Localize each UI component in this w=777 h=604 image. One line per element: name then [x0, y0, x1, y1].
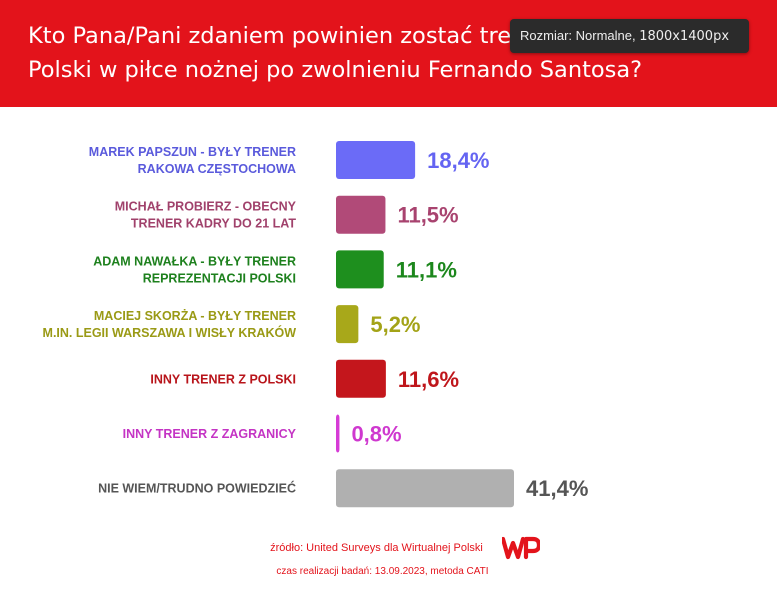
value-label-1: 18,4%	[427, 148, 489, 173]
category-label-3-line-2: REPREZENTACJI POLSKI	[143, 271, 296, 285]
category-label-1-line-1: MAREK PAPSZUN - BYŁY TRENER	[89, 145, 296, 159]
bar-5	[336, 359, 386, 398]
bar-7	[336, 469, 514, 508]
tooltip-label: Rozmiar: Normalne,	[520, 28, 640, 43]
value-label-6: 0,8%	[351, 422, 401, 447]
bar-6	[336, 414, 340, 453]
bar-1	[336, 141, 416, 179]
category-label-7-line-1: NIE WIEM/TRUDNO POWIEDZIEĆ	[98, 481, 296, 496]
chart-title-line-2: Polski w piłce nożnej po zwolnieniu Fern…	[28, 57, 643, 83]
category-label-2-line-2: TRENER KADRY DO 21 LAT	[131, 217, 296, 231]
value-label-3: 11,1%	[396, 257, 457, 282]
value-label-2: 11,5%	[397, 203, 458, 228]
category-label-2-line-1: MICHAŁ PROBIERZ - OBECNY	[115, 200, 297, 214]
category-label-4-line-2: M.IN. LEGII WARSZAWA I WISŁY KRAKÓW	[43, 325, 297, 340]
wp-logo-text: WP	[502, 536, 504, 537]
value-label-4: 5,2%	[370, 312, 420, 337]
bar-4	[336, 305, 359, 344]
category-label-4-line-1: MACIEJ SKORŻA - BYŁY TRENER	[94, 308, 296, 323]
category-label-3-line-1: ADAM NAWAŁKA - BYŁY TRENER	[93, 254, 296, 268]
category-label-1-line-2: RAKOWA CZĘSTOCHOWA	[138, 162, 296, 176]
tooltip-value: 1800x1400px	[639, 29, 730, 44]
category-label-6-line-1: INNY TRENER Z ZAGRANICY	[123, 427, 297, 441]
source-note: źródło: United Surveys dla Wirtualnej Po…	[270, 542, 483, 554]
value-label-5: 11,6%	[398, 367, 459, 392]
survey-date-note: czas realizacji badań: 13.09.2023, metod…	[276, 566, 489, 577]
wp-logo: WP	[502, 536, 540, 560]
bar-3	[336, 250, 384, 289]
image-size-tooltip: Rozmiar: Normalne, 1800x1400px	[510, 19, 749, 53]
value-label-7: 41,4%	[526, 476, 588, 501]
category-label-5-line-1: INNY TRENER Z POLSKI	[150, 372, 296, 386]
bar-2	[336, 195, 386, 234]
